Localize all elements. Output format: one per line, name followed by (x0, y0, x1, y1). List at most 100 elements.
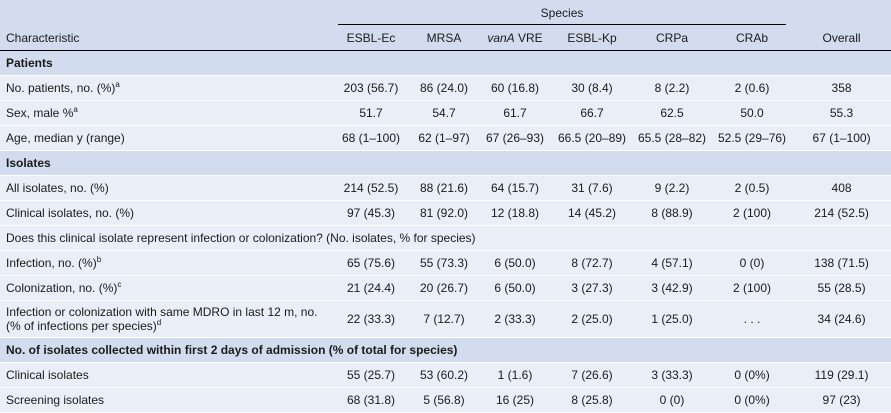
column-header-7: Overall (792, 25, 891, 51)
column-header-3: vanA VRE (478, 25, 552, 51)
section-header-row: Patients (0, 50, 891, 76)
table-cell: 214 (52.5) (792, 200, 891, 226)
row-label-cell: Clinical isolates (0, 362, 332, 388)
table-cell: 5 (56.8) (410, 387, 478, 413)
table-cell: 62.5 (632, 100, 712, 126)
table-cell: 4 (57.1) (632, 250, 712, 276)
row-label: Age, median y (range) (6, 131, 125, 145)
header-blank-cell (792, 0, 891, 25)
row-label-cell: All isolates, no. (%) (0, 175, 332, 201)
table-cell: 20 (26.7) (410, 275, 478, 301)
table-row: Infection or colonization with same MDRO… (0, 300, 891, 338)
column-header-italic-part: vanA (487, 30, 515, 45)
table-row: Clinical isolates, no. (%) 97 (45.3) 81 (9… (0, 200, 891, 226)
column-header-1: ESBL-Ec (332, 25, 410, 51)
table-cell: 14 (45.2) (552, 200, 632, 226)
table-row: Infection, no. (%)b 65 (75.6) 55 (73.3) 6 (… (0, 250, 891, 276)
table-cell: 67 (26–93) (478, 125, 552, 151)
table-cell: 358 (792, 75, 891, 101)
row-label: No. patients, no. (%) (6, 81, 116, 95)
header-blank-cell (0, 0, 332, 25)
table-row: Colonization, no. (%)c 21 (24.4) 20 (26.7)… (0, 275, 891, 301)
table-cell: 81 (92.0) (410, 200, 478, 226)
table-cell: 60 (16.8) (478, 75, 552, 101)
header-row-group: Species (0, 0, 891, 25)
column-header-text: MRSA (426, 30, 462, 45)
column-header-text: ESBL-Kp (567, 30, 617, 45)
column-header-2: MRSA (410, 25, 478, 51)
table-cell: 68 (1–100) (332, 125, 410, 151)
row-label-cell: Clinical isolates, no. (%) (0, 200, 332, 226)
column-header-characteristic: Characteristic (0, 25, 332, 51)
footnote-marker: a (115, 80, 120, 89)
table-cell: 51.7 (332, 100, 410, 126)
column-header-5: CRPa (632, 25, 712, 51)
table-cell: 214 (52.5) (332, 175, 410, 201)
column-header-row: Characteristic ESBL-Ec MRSA vanA VRE ESBL-K… (0, 25, 891, 51)
row-label-cell: Sex, male %a (0, 100, 332, 126)
table-cell: 2 (33.3) (478, 300, 552, 338)
table-cell: 1 (25.0) (632, 300, 712, 338)
table-cell: 2 (25.0) (552, 300, 632, 338)
row-label: Sex, male % (6, 106, 74, 120)
table-cell: 88 (21.6) (410, 175, 478, 201)
column-header-text: ESBL-Ec (346, 30, 396, 45)
section-title: No. of isolates collected within first 2… (0, 337, 891, 363)
table-cell: 97 (23) (792, 387, 891, 413)
subsection-title: Does this clinical isolate represent inf… (0, 225, 891, 251)
table-cell: 68 (31.8) (332, 387, 410, 413)
row-label-cell: Infection, no. (%)b (0, 250, 332, 276)
row-label: Screening isolates (6, 393, 105, 407)
table-cell: 65 (75.6) (332, 250, 410, 276)
table-cell: 55 (25.7) (332, 362, 410, 388)
table-row: Sex, male %a 51.7 54.7 61.7 66.7 62.5 50.0 55.3 (0, 100, 891, 126)
footnote-marker: c (117, 280, 122, 289)
row-label-cell: Infection or colonization with same MDRO… (0, 300, 332, 338)
table-cell: 203 (56.7) (332, 75, 410, 101)
table-cell: 0 (0%) (712, 362, 793, 388)
table-cell: 3 (33.3) (632, 362, 712, 388)
column-header-text: CRPa (655, 30, 688, 45)
table-cell: 408 (792, 175, 891, 201)
table-cell: 2 (0.6) (712, 75, 793, 101)
table-cell: 66.5 (20–89) (552, 125, 632, 151)
table-cell: 65.5 (28–82) (632, 125, 712, 151)
table-cell: 3 (27.3) (552, 275, 632, 301)
table-cell: 30 (8.4) (552, 75, 632, 101)
column-header-text: Overall (822, 30, 861, 45)
table-cell: 66.7 (552, 100, 632, 126)
column-header-4: ESBL-Kp (552, 25, 632, 51)
table-cell: 138 (71.5) (792, 250, 891, 276)
table-cell: 16 (25) (478, 387, 552, 413)
row-label: Colonization, no. (%) (6, 281, 118, 295)
column-header-text: CRAb (736, 30, 769, 45)
table-cell: 55 (28.5) (792, 275, 891, 301)
table-cell: 7 (12.7) (410, 300, 478, 338)
row-label: All isolates, no. (%) (6, 181, 109, 195)
table-cell: 0 (0) (632, 387, 712, 413)
table-cell: 0 (0%) (712, 387, 793, 413)
table-cell: 31 (7.6) (552, 175, 632, 201)
table-cell: 61.7 (478, 100, 552, 126)
table-cell: 62 (1–97) (410, 125, 478, 151)
row-label: Clinical isolates, no. (%) (6, 206, 135, 220)
row-label-cell: Screening isolates (0, 387, 332, 413)
species-header: Species (332, 0, 793, 25)
subsection-row: Does this clinical isolate represent inf… (0, 225, 891, 251)
section-title: Isolates (0, 150, 891, 176)
table-cell: 8 (25.8) (552, 387, 632, 413)
table-cell: 8 (2.2) (632, 75, 712, 101)
table-cell: 9 (2.2) (632, 175, 712, 201)
table-cell: 6 (50.0) (478, 275, 552, 301)
table-cell: 22 (33.3) (332, 300, 410, 338)
table-cell: 50.0 (712, 100, 793, 126)
section-title: Patients (0, 50, 891, 76)
table-cell: 67 (1–100) (792, 125, 891, 151)
row-label: Infection or colonization with same MDRO… (6, 305, 318, 333)
table-cell: 53 (60.2) (410, 362, 478, 388)
table-body: Patients No. patients, no. (%)a 203 (56.7)… (0, 50, 891, 413)
table-cell: 8 (72.7) (552, 250, 632, 276)
table-row: No. patients, no. (%)a 203 (56.7) 86 (24.0… (0, 75, 891, 101)
table-cell: 119 (29.1) (792, 362, 891, 388)
table-cell: 55 (73.3) (410, 250, 478, 276)
